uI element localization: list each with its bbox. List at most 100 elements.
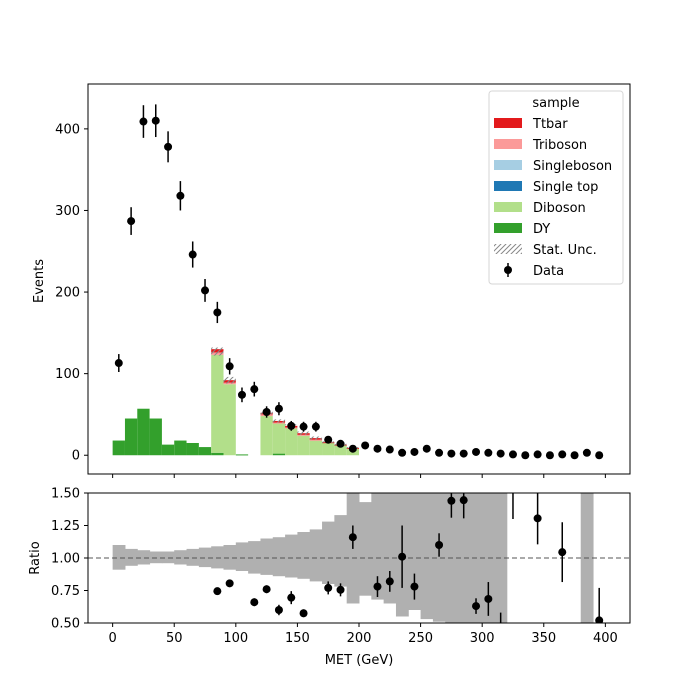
ratio-y-tick-label: 1.25 bbox=[51, 519, 80, 534]
ratio-y-tick-label: 0.75 bbox=[51, 584, 80, 599]
data-point bbox=[213, 308, 222, 317]
ratio-unc-band bbox=[408, 493, 422, 610]
data-point bbox=[250, 385, 259, 394]
data-point bbox=[225, 362, 234, 371]
stack-bar-dy bbox=[211, 452, 224, 456]
data-point bbox=[287, 421, 296, 430]
data-point bbox=[373, 444, 382, 453]
data-point bbox=[139, 117, 148, 126]
data-point bbox=[127, 217, 136, 226]
ratio-point bbox=[274, 606, 283, 614]
stack-bar-triboson bbox=[297, 434, 310, 436]
main-plot-area bbox=[112, 104, 604, 460]
data-point bbox=[237, 390, 246, 399]
main-y-tick-label: 400 bbox=[55, 122, 80, 137]
stack-bar-dy bbox=[272, 453, 286, 456]
legend-swatch-single-top bbox=[494, 181, 522, 191]
ratio-point bbox=[250, 598, 259, 607]
stack-bar-dy bbox=[149, 418, 162, 456]
ratio-point bbox=[435, 541, 444, 549]
ratio-point bbox=[447, 496, 456, 505]
legend-swatch-diboson bbox=[494, 202, 522, 212]
ratio-unc-band bbox=[260, 538, 274, 575]
data-point bbox=[114, 359, 123, 368]
ratio-unc-band bbox=[297, 532, 311, 579]
ratio-x-tick-label: 250 bbox=[408, 631, 433, 646]
ratio-point bbox=[595, 616, 604, 623]
ratio-unc-band bbox=[124, 548, 138, 566]
ratio-unc-band bbox=[371, 493, 385, 600]
ratio-unc-band bbox=[322, 521, 335, 584]
data-point bbox=[398, 448, 407, 457]
data-point bbox=[484, 448, 493, 457]
ratio-y-tick-label: 0.50 bbox=[51, 617, 80, 632]
main-y-tick-label: 100 bbox=[55, 367, 80, 382]
stat-unc-band bbox=[211, 347, 224, 356]
ratio-x-tick-label: 350 bbox=[531, 631, 556, 646]
data-point bbox=[262, 407, 271, 416]
legend-label-diboson: Diboson bbox=[533, 201, 586, 216]
data-point bbox=[459, 449, 468, 458]
legend-label-singleboson: Singleboson bbox=[533, 159, 612, 174]
main-y-tick-label: 200 bbox=[55, 286, 80, 301]
ratio-unc-band bbox=[235, 542, 249, 571]
ratio-x-tick-label: 100 bbox=[223, 631, 248, 646]
legend-label-data: Data bbox=[533, 264, 564, 279]
ratio-unc-band bbox=[457, 493, 471, 623]
stack-bar-dy bbox=[235, 454, 249, 456]
ratio-point bbox=[472, 602, 481, 611]
ratio-unc-band bbox=[272, 537, 286, 577]
ratio-x-tick-label: 50 bbox=[166, 631, 183, 646]
legend-title: sample bbox=[532, 96, 579, 111]
stack-bar-diboson bbox=[272, 423, 286, 454]
ratio-point bbox=[459, 496, 468, 505]
ratio-panel: 0.50 0.75 1.00 1.25 1.50 0 50 100 150 200 250 300 3… bbox=[28, 487, 631, 668]
stack-bar-triboson bbox=[309, 439, 323, 441]
stack-bar-dy bbox=[186, 442, 199, 456]
stack-bar-diboson bbox=[309, 440, 323, 456]
ratio-unc-band bbox=[248, 541, 261, 574]
ratio-unc-band bbox=[309, 529, 323, 582]
legend-swatch-triboson bbox=[494, 139, 522, 149]
ratio-point bbox=[398, 552, 407, 561]
ratio-unc-band bbox=[383, 493, 397, 604]
data-point bbox=[188, 250, 197, 259]
legend-label-triboson: Triboson bbox=[532, 138, 587, 153]
stack-bar-dy bbox=[198, 447, 212, 456]
data-point bbox=[570, 451, 579, 460]
main-y-ticks: 0 100 200 300 400 bbox=[55, 122, 88, 464]
ratio-x-tick-label: 400 bbox=[593, 631, 618, 646]
stack-bar-diboson bbox=[297, 435, 310, 456]
stack-bar-diboson bbox=[322, 442, 335, 456]
data-point bbox=[435, 448, 444, 457]
legend-label-stat-unc: Stat. Unc. bbox=[533, 243, 597, 258]
stack-bar-diboson bbox=[260, 416, 273, 456]
legend-box bbox=[488, 90, 624, 285]
data-point bbox=[545, 451, 554, 460]
ratio-point bbox=[324, 583, 333, 592]
legend-swatch-ttbar bbox=[494, 118, 522, 128]
legend-swatch-dy bbox=[494, 223, 522, 233]
ratio-point bbox=[410, 582, 419, 591]
data-point bbox=[472, 447, 481, 456]
legend-label-dy: DY bbox=[533, 222, 550, 237]
data-point bbox=[558, 450, 567, 459]
legend-marker-data bbox=[504, 266, 512, 274]
main-x-ticks bbox=[112, 474, 606, 478]
stack-bar-triboson bbox=[272, 422, 286, 424]
data-point bbox=[361, 441, 370, 450]
ratio-x-tick-label: 150 bbox=[285, 631, 310, 646]
stat-unc-band bbox=[223, 376, 236, 384]
data-point bbox=[447, 449, 456, 458]
data-point bbox=[508, 450, 517, 459]
ratio-unc-band bbox=[420, 493, 434, 620]
ratio-point bbox=[213, 587, 222, 596]
ratio-unc-band bbox=[211, 546, 224, 569]
data-point bbox=[151, 116, 160, 125]
x-axis-label: MET (GeV) bbox=[325, 653, 394, 668]
stat-unc-band bbox=[297, 431, 310, 435]
stack-bar-dy bbox=[124, 418, 138, 456]
data-point bbox=[496, 449, 505, 458]
stack-bar-dy bbox=[174, 440, 187, 456]
